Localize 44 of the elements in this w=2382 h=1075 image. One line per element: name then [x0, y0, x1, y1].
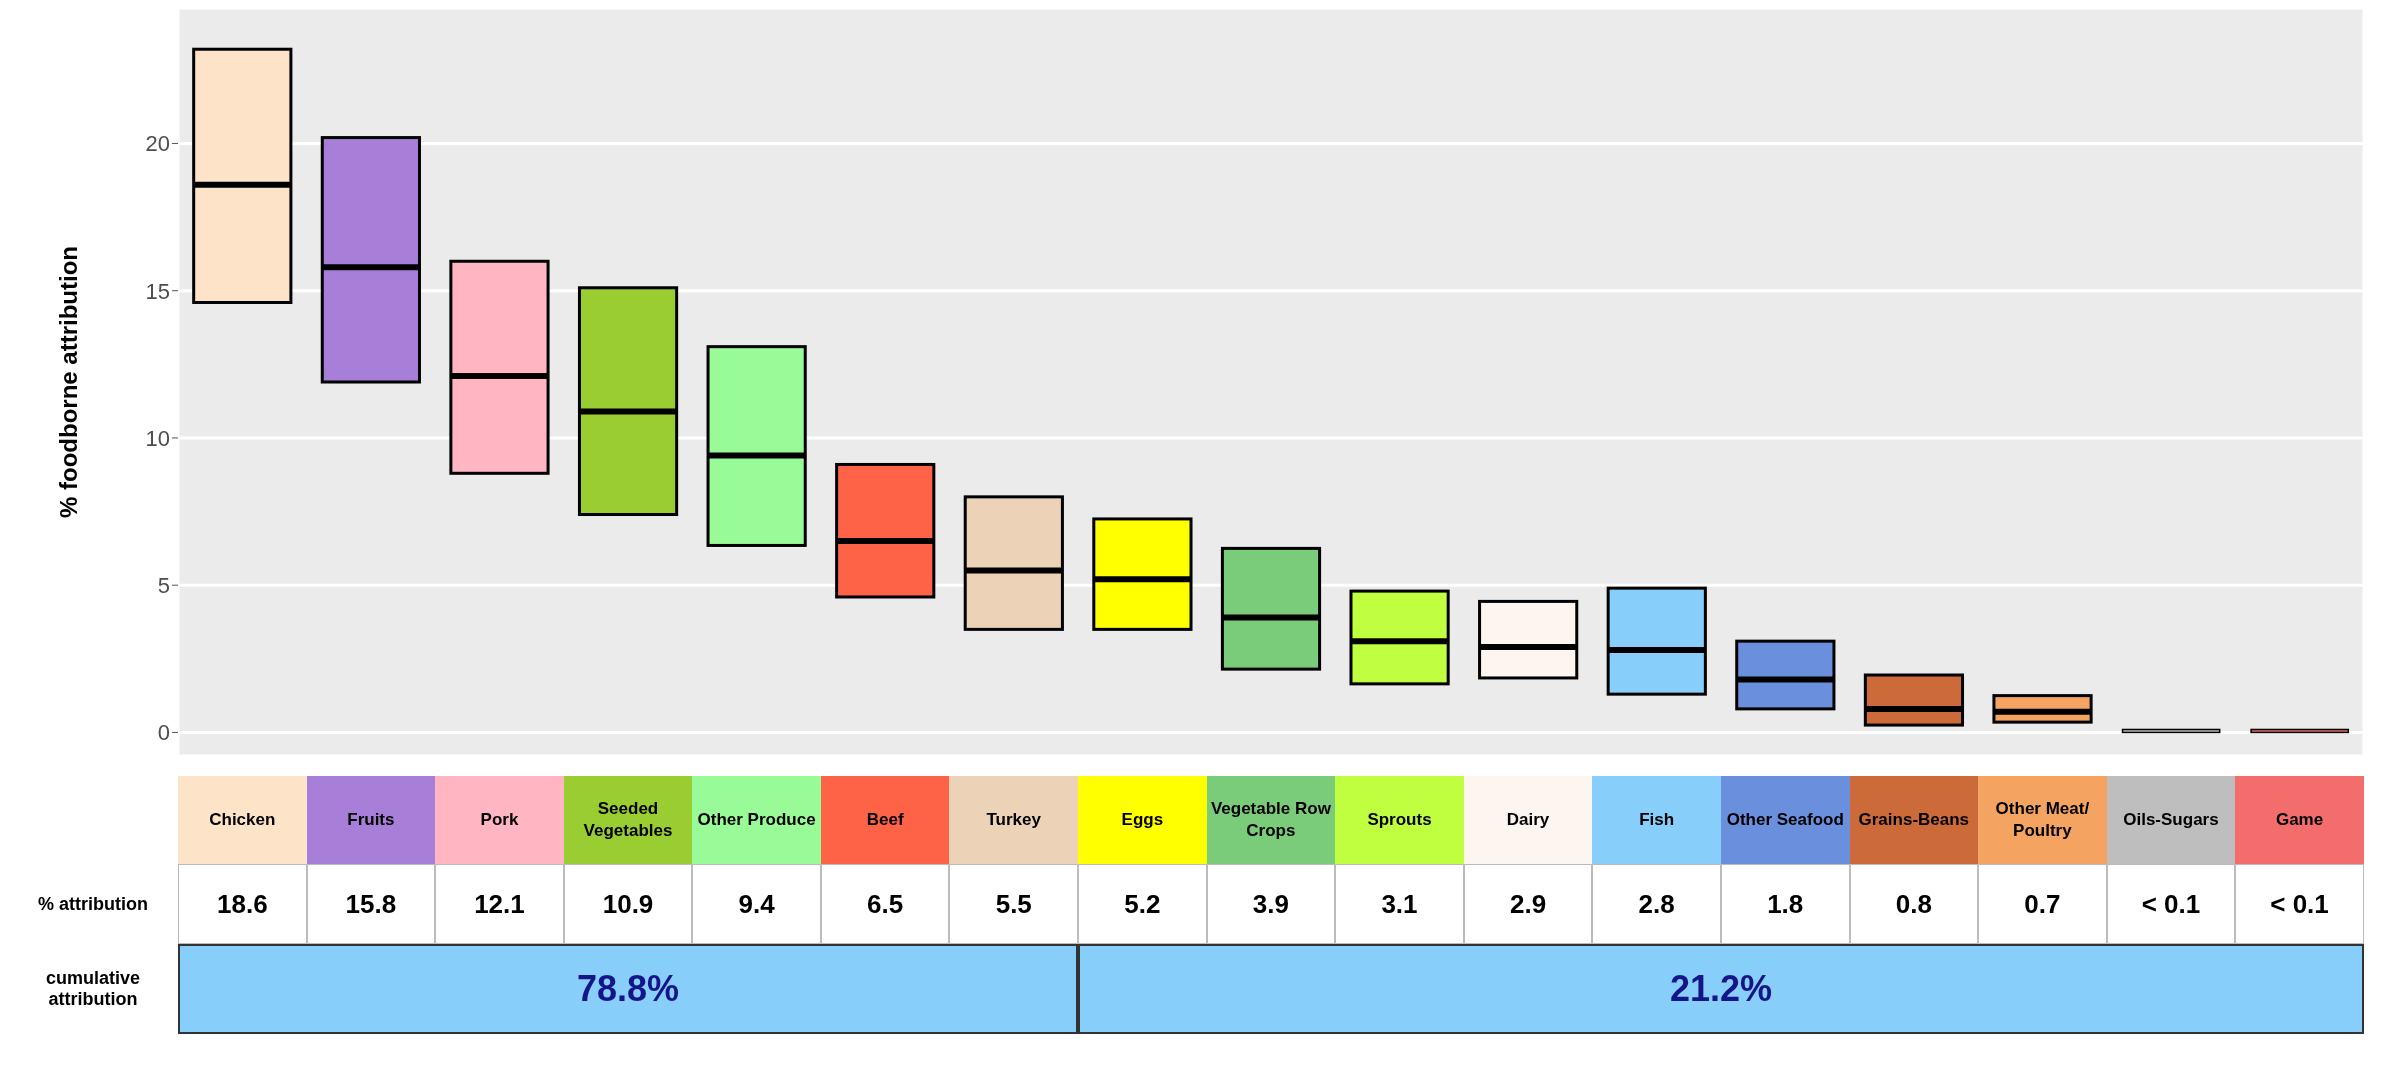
text: % attribution: [37, 892, 149, 916]
text: 9.4: [738, 888, 775, 919]
text: 1.8: [1767, 888, 1804, 919]
text: 21.2%: [1078, 944, 2364, 1034]
text: 15.8: [345, 888, 397, 919]
x-tick-label: Pork: [435, 776, 564, 864]
text: cumulative attribution: [44, 967, 141, 1011]
x-tick-label: Vegetable Row Crops: [1206, 776, 1336, 864]
x-tick-label: Turkey: [949, 776, 1079, 864]
x-tick-label: Oils-Sugars: [2106, 776, 2236, 864]
text: < 0.1: [2141, 888, 2201, 919]
text: 78.8%: [178, 944, 1079, 1034]
text: 2.9: [1509, 888, 1547, 919]
x-tick-label: Beef: [820, 776, 950, 864]
text: 12.1: [474, 888, 525, 919]
x-tick-label: Fish: [1592, 776, 1721, 864]
y-tick-label: 0: [157, 720, 170, 746]
x-tick-label: Other Meat/ Poultry: [1978, 776, 2107, 864]
x-tick-label: Other Seafood: [1720, 776, 1850, 864]
text: 3.9: [1252, 888, 1289, 919]
text: 0.8: [1895, 888, 1932, 919]
y-tick-label: 10: [145, 425, 170, 451]
text: 5.5: [995, 888, 1032, 919]
text: 18.6: [216, 888, 268, 919]
x-tick-label: Game: [2235, 776, 2364, 864]
text: < 0.1: [2270, 888, 2329, 919]
text: 2.8: [1638, 888, 1675, 919]
text: 6.5: [867, 888, 904, 919]
text: 3.1: [1381, 888, 1418, 919]
text: 10.9: [602, 888, 654, 919]
x-tick-label: Grains-Beans: [1849, 776, 1979, 864]
text: 5.2: [1124, 888, 1161, 919]
x-tick-label: Other Produce: [692, 776, 821, 864]
x-tick-label: Fruits: [306, 776, 436, 864]
x-tick-label: Sprouts: [1335, 776, 1464, 864]
y-tick-label: 20: [145, 131, 170, 157]
y-tick-label: 5: [157, 573, 170, 599]
x-tick-label: Seeded Vegetables: [563, 776, 693, 864]
x-tick-label: Dairy: [1463, 776, 1593, 864]
x-tick-label: Chicken: [178, 776, 307, 864]
text: 0.7: [2024, 888, 2061, 919]
x-tick-label: Eggs: [1078, 776, 1207, 864]
y-tick-label: 15: [145, 278, 170, 304]
y-axis-title: % foodborne attribution: [54, 246, 82, 518]
